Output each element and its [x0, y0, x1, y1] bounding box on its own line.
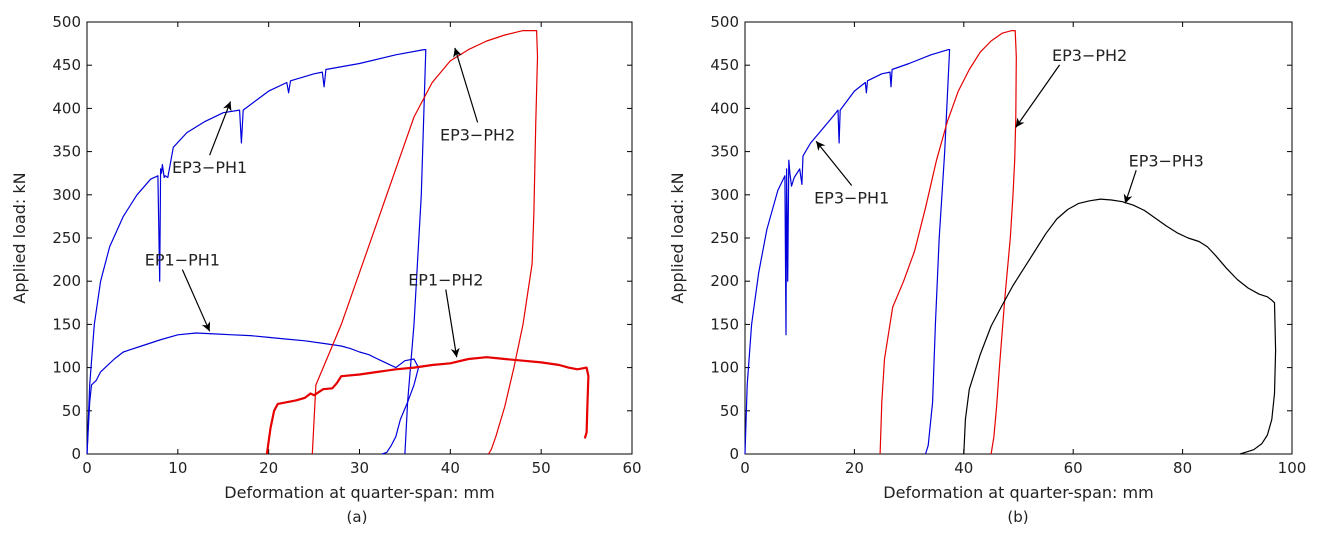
annotation-arrow [181, 269, 211, 332]
y-tick-label: 50 [62, 402, 81, 420]
y-tick-label: 450 [710, 56, 739, 74]
x-tick-label: 60 [622, 459, 641, 477]
series-line-ep3-ph2 [879, 30, 1017, 455]
x-axis-label: Deformation at quarter-span: mm [224, 483, 494, 502]
annotation-arrow [1015, 64, 1061, 128]
y-tick-label: 0 [71, 445, 81, 463]
annotation-label: EP3−PH1 [172, 158, 247, 177]
y-tick-label: 500 [710, 13, 739, 31]
y-tick-label: 350 [710, 143, 739, 161]
series-line-ep3-ph1 [86, 48, 427, 455]
y-tick-label: 250 [52, 229, 81, 247]
y-tick-label: 400 [710, 99, 739, 117]
annotation-arrow [445, 289, 460, 358]
y-tick-label: 300 [52, 186, 81, 204]
x-tick-label: 80 [1173, 459, 1192, 477]
x-tick-label: 0 [740, 459, 750, 477]
y-tick-label: 150 [52, 315, 81, 333]
x-tick-label: 20 [259, 459, 278, 477]
series-line-ep3-ph3 [963, 198, 1277, 455]
y-tick-label: 100 [710, 359, 739, 377]
annotation-group: EP3−PH1 EP3−PH2 EP3−PH3 [814, 46, 1204, 208]
y-tick-label: 250 [710, 229, 739, 247]
plot-frame [744, 21, 1293, 455]
y-tick-label: 350 [52, 143, 81, 161]
series-line-ep1-ph1 [86, 332, 420, 455]
series-line-ep3-ph1 [744, 48, 951, 455]
panel-a: 0 10 20 30 40 50 60 0 50 100 150 200 250 300 350 400 450… [10, 13, 642, 526]
x-tick-label: 10 [168, 459, 187, 477]
tick-group: 0 20 40 60 80 100 0 50 100 150 200 250 300 350 400 450 5… [710, 13, 1306, 477]
x-tick-label: 30 [350, 459, 369, 477]
series-group [744, 30, 1277, 455]
y-axis-label: Applied load: kN [668, 172, 687, 303]
annotation-label: EP3−PH3 [1129, 151, 1204, 170]
annotation-label: EP1−PH2 [408, 271, 483, 290]
annotation-label: EP3−PH2 [440, 125, 515, 144]
x-axis-label: Deformation at quarter-span: mm [883, 483, 1153, 502]
y-tick-label: 100 [52, 359, 81, 377]
x-tick-label: 40 [954, 459, 973, 477]
y-tick-label: 400 [52, 99, 81, 117]
x-tick-label: 100 [1278, 459, 1307, 477]
y-tick-label: 150 [710, 315, 739, 333]
annotation-label: EP3−PH1 [814, 188, 889, 207]
y-tick-label: 200 [710, 272, 739, 290]
x-tick-label: 60 [1064, 459, 1083, 477]
x-tick-label: 20 [845, 459, 864, 477]
y-tick-label: 450 [52, 56, 81, 74]
annotation-arrow [815, 140, 853, 186]
y-tick-label: 0 [729, 445, 739, 463]
series-group [86, 30, 590, 455]
plot-frame [86, 21, 633, 455]
panel-label: (a) [347, 508, 368, 526]
y-tick-label: 300 [710, 186, 739, 204]
x-tick-label: 40 [441, 459, 460, 477]
y-tick-label: 500 [52, 13, 81, 31]
x-tick-label: 0 [82, 459, 92, 477]
series-line-ep1-ph2 [265, 356, 590, 455]
x-tick-label: 50 [532, 459, 551, 477]
annotation-arrow [1123, 170, 1137, 204]
y-tick-label: 200 [52, 272, 81, 290]
panel-b: 0 20 40 60 80 100 0 50 100 150 200 250 300 350 400 450 5… [668, 13, 1306, 526]
annotation-arrow [209, 101, 232, 156]
panel-label: (b) [1007, 508, 1028, 526]
annotation-arrow [453, 47, 479, 123]
tick-group: 0 10 20 30 40 50 60 0 50 100 150 200 250 300 350 400 450… [52, 13, 641, 477]
annotation-label: EP3−PH2 [1052, 46, 1127, 65]
series-line-ep3-ph2 [311, 30, 539, 455]
y-tick-label: 50 [720, 402, 739, 420]
annotation-group: EP3−PH1 EP3−PH2 EP1−PH1 EP1−PH2 [145, 47, 515, 358]
annotation-label: EP1−PH1 [145, 251, 220, 270]
y-axis-label: Applied load: kN [10, 172, 29, 303]
